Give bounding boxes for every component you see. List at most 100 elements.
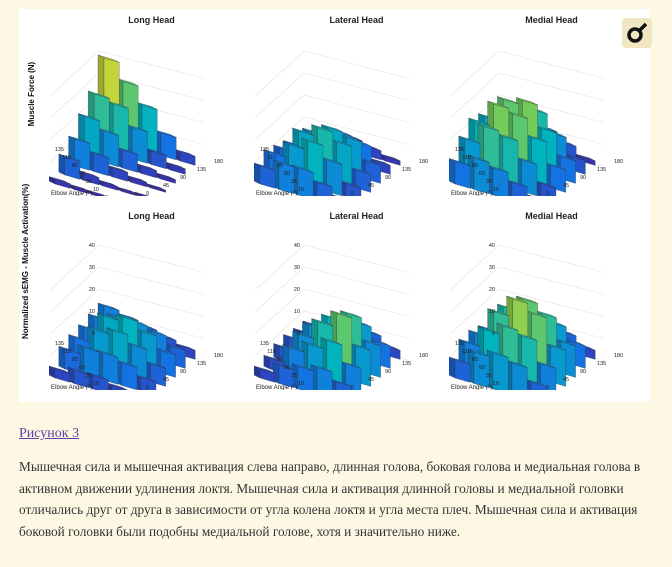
shoulder-tick-label: 180 (214, 159, 223, 165)
panel-title: Long Head (128, 211, 175, 221)
elbow-tick-label: 135 (260, 147, 269, 153)
bar (58, 153, 81, 180)
bar (135, 163, 157, 179)
elbow-axis-label: Elbow Angle (°) (451, 385, 492, 390)
elbow-tick-label: 60 (79, 171, 85, 177)
elbow-tick-label: 85 (472, 357, 478, 363)
bar (144, 360, 166, 387)
elbow-axis-label: Elbow Angle (°) (256, 385, 297, 390)
row-label-emg: Normalized sEMG - Muscle Activation(%) (21, 183, 30, 339)
elbow-tick-label: 135 (260, 341, 269, 347)
shoulder-tick-label: 180 (419, 353, 428, 359)
shoulder-tick-label: 135 (402, 361, 411, 367)
figure-3-image: Long Head 135 110 85 60 35 10 0 45 90 135 180 Elbow … (19, 9, 650, 402)
z-tick-label: 20 (294, 287, 300, 293)
figure-link[interactable]: Рисунок 3 (19, 426, 80, 441)
elbow-tick-label: 60 (479, 171, 485, 177)
shoulder-tick-label: 135 (402, 167, 411, 173)
z-tick-label: 30 (294, 265, 300, 271)
z-tick-label: 40 (294, 243, 300, 249)
elbow-tick-label: 35 (86, 373, 92, 379)
shoulder-tick-label: 90 (580, 369, 586, 375)
z-tick-label: 40 (489, 243, 495, 249)
bar (272, 159, 295, 195)
shoulder-tick-label: 45 (563, 183, 569, 189)
female-symbol-icon[interactable] (622, 18, 652, 48)
shoulder-tick-label: 0 (351, 385, 354, 390)
z-tick-label: 10 (489, 309, 495, 315)
elbow-tick-label: 85 (72, 357, 78, 363)
shoulder-tick-label: 90 (385, 369, 391, 375)
shoulder-tick-label: 90 (580, 175, 586, 181)
shoulder-tick-label: 135 (197, 361, 206, 367)
elbow-tick-label: 10 (493, 187, 499, 193)
figure-caption: Мышечная сила и мышечная активация слева… (19, 459, 641, 539)
elbow-tick-label: 60 (479, 365, 485, 371)
bar3d-plot: 1351108560351004590135180010203040Elbow … (49, 243, 223, 390)
panel-title: Lateral Head (329, 15, 384, 25)
shoulder-tick-label: 135 (597, 167, 606, 173)
shoulder-tick-label: 180 (214, 353, 223, 359)
bar (524, 378, 547, 390)
z-tick-label: 10 (294, 309, 300, 315)
z-tick-label: 20 (489, 287, 495, 293)
elbow-tick-label: 85 (472, 163, 478, 169)
z-tick-label: 40 (89, 243, 95, 249)
chart-panel: Lateral Head 135 110 85 60 35 10 0 45 90 135 180 0 10… (254, 205, 459, 395)
bar (164, 161, 186, 175)
elbow-tick-label: 35 (291, 373, 297, 379)
shoulder-tick-label: 45 (368, 183, 374, 189)
shoulder-tick-label: 0 (146, 191, 149, 196)
elbow-axis-label: Elbow Angle (°) (51, 385, 92, 390)
chart-panel: Long Head 135 110 85 60 35 10 0 45 90 135 180 Elbow … (49, 11, 254, 201)
bar3d-plot: 1351108560351004590135180010203040Elbow … (254, 243, 428, 390)
elbow-tick-label: 10 (493, 381, 499, 387)
z-tick-label: 0 (492, 331, 495, 337)
shoulder-tick-label: 0 (351, 191, 354, 196)
elbow-tick-label: 35 (291, 179, 297, 185)
shoulder-tick-label: 180 (614, 353, 623, 359)
shoulder-tick-label: 90 (180, 369, 186, 375)
chart-panel: Lateral Head 135 110 85 60 35 10 0 45 90 135 180 Elb… (254, 11, 459, 201)
elbow-tick-label: 10 (298, 187, 304, 193)
chart-panel: Medial Head 135 110 85 60 35 10 0 45 90 135 180 0 10 2… (449, 205, 654, 395)
elbow-tick-label: 85 (277, 163, 283, 169)
shoulder-tick-label: 90 (180, 175, 186, 181)
bar (254, 162, 276, 189)
shoulder-tick-label: 45 (368, 377, 374, 383)
bar (105, 195, 109, 196)
elbow-tick-label: 35 (486, 373, 492, 379)
elbow-axis-label: Elbow Angle (°) (451, 191, 492, 196)
z-tick-label: 30 (489, 265, 495, 271)
panel-title: Medial Head (525, 211, 578, 221)
z-tick-label: 20 (89, 287, 95, 293)
elbow-tick-label: 85 (72, 163, 78, 169)
panel-title: Lateral Head (329, 211, 384, 221)
elbow-tick-label: 60 (79, 365, 85, 371)
elbow-tick-label: 60 (284, 365, 290, 371)
z-tick-label: 0 (92, 331, 95, 337)
elbow-tick-label: 10 (93, 187, 99, 193)
panel-title: Long Head (128, 15, 175, 25)
bar (173, 148, 196, 166)
shoulder-tick-label: 0 (546, 191, 549, 196)
bar (49, 176, 71, 189)
elbow-tick-label: 110 (62, 155, 71, 161)
bar (49, 365, 71, 383)
shoulder-tick-label: 45 (163, 377, 169, 383)
elbow-tick-label: 110 (62, 349, 71, 355)
elbow-tick-label: 135 (55, 341, 64, 347)
elbow-tick-label: 110 (462, 349, 471, 355)
elbow-tick-label: 35 (86, 179, 92, 185)
elbow-tick-label: 60 (284, 171, 290, 177)
row-label-force: Muscle Force (N) (27, 61, 36, 127)
bar (449, 158, 471, 189)
chart-panel: Long Head 135 110 85 60 35 10 0 45 90 135 180 0 10 20 3… (49, 205, 254, 395)
bar (96, 179, 119, 191)
shoulder-tick-label: 180 (419, 159, 428, 165)
shoulder-tick-label: 135 (597, 361, 606, 367)
bar (254, 365, 276, 383)
shoulder-tick-label: 180 (614, 159, 623, 165)
